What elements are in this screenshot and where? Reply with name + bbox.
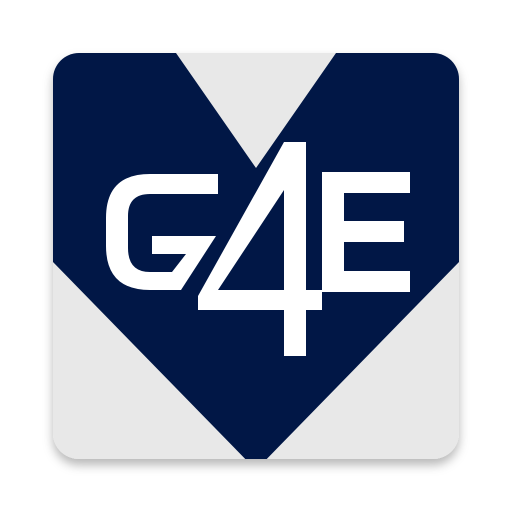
- logo-letter-4: [198, 142, 322, 356]
- navy-chevron-shape: [53, 53, 459, 459]
- logo-letter-g: [106, 174, 218, 290]
- g4e-logo-mark: [106, 142, 410, 356]
- logo-letter-e: [322, 172, 410, 292]
- logo-text: G4E: [255, 499, 257, 501]
